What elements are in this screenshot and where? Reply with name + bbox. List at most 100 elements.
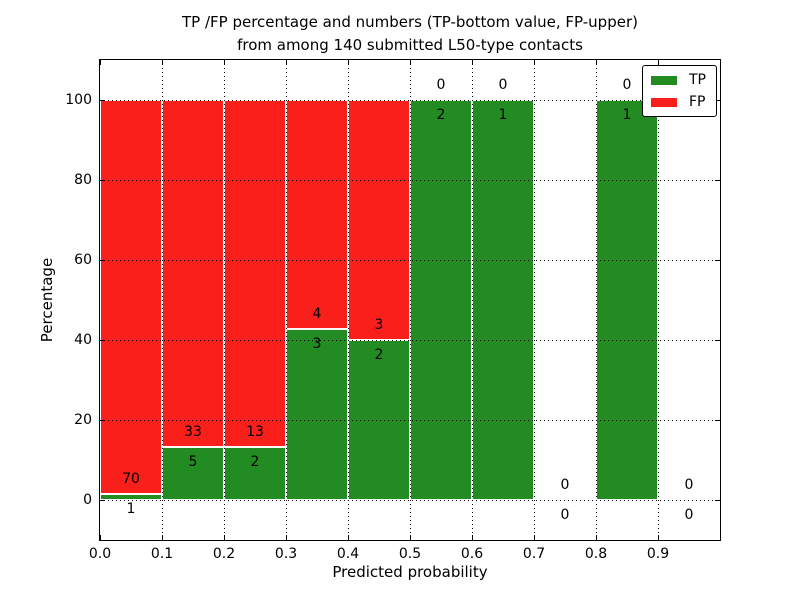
bar-tp-segment	[100, 494, 162, 500]
bar-tp-segment	[596, 100, 658, 500]
x-tick-mark-top	[534, 60, 535, 65]
tp-count-label: 5	[188, 454, 198, 471]
x-gridline	[410, 60, 411, 540]
y-tick-mark-right	[715, 500, 720, 501]
y-tick-mark	[100, 100, 105, 101]
fp-count-label: 0	[498, 77, 508, 93]
tp-count-label: 2	[436, 107, 446, 123]
plot-area: TP FP 70 1 33 5 13 2 4 3 3 2 0 2 0 1 0 0 0 1 0 0	[99, 59, 721, 541]
tp-count-label: 0	[560, 507, 570, 523]
x-tick-mark	[286, 535, 287, 540]
bar-fp-segment	[286, 100, 348, 329]
fp-swatch-icon	[651, 97, 677, 107]
y-tick-mark	[100, 260, 105, 261]
tp-count-label: 2	[250, 453, 260, 470]
x-tick-label: 0.4	[336, 546, 360, 562]
x-tick-mark-top	[596, 60, 597, 65]
y-tick-label: 40	[74, 332, 92, 348]
x-tick-mark	[348, 535, 349, 540]
tp-swatch-icon	[651, 75, 677, 85]
y-tick-label: 0	[83, 492, 92, 508]
x-tick-mark-top	[410, 60, 411, 65]
x-tick-mark	[224, 535, 225, 540]
x-axis-label: Predicted probability	[332, 563, 488, 581]
chart-title-line1: TP /FP percentage and numbers (TP-bottom…	[182, 13, 638, 31]
y-tick-mark-right	[715, 180, 720, 181]
tp-count-label: 0	[684, 507, 694, 523]
bar-fp-segment	[224, 100, 286, 447]
y-tick-label: 60	[74, 252, 92, 268]
x-tick-mark	[100, 535, 101, 540]
x-tick-mark-top	[162, 60, 163, 65]
y-tick-mark	[100, 340, 105, 341]
chart-title: TP /FP percentage and numbers (TP-bottom…	[100, 11, 720, 57]
x-tick-mark-top	[348, 60, 349, 65]
y-tick-label: 100	[65, 92, 92, 108]
bar-tp-segment	[286, 328, 348, 500]
x-tick-label: 0.5	[398, 546, 422, 562]
x-gridline	[224, 60, 225, 540]
y-tick-label: 80	[74, 172, 92, 188]
tp-count-label: 3	[312, 335, 322, 352]
chart-title-line2: from among 140 submitted L50-type contac…	[237, 36, 583, 54]
x-tick-mark	[162, 535, 163, 540]
bar-tp-segment	[162, 447, 224, 500]
fp-count-label: 70	[122, 471, 140, 488]
y-axis-label: Percentage	[38, 257, 56, 343]
y-tick-mark-right	[715, 420, 720, 421]
fp-count-label: 33	[184, 424, 202, 441]
y-tick-mark-right	[715, 260, 720, 261]
x-gridline	[534, 60, 535, 540]
x-tick-mark-top	[472, 60, 473, 65]
x-gridline	[596, 60, 597, 540]
x-gridline	[472, 60, 473, 540]
x-gridline	[348, 60, 349, 540]
bar-tp-segment	[410, 100, 472, 500]
y-tick-mark	[100, 500, 105, 501]
legend: TP FP	[642, 65, 717, 117]
y-tick-mark	[100, 420, 105, 421]
tp-count-label: 1	[498, 107, 508, 123]
fp-count-label: 0	[684, 477, 694, 493]
x-gridline	[658, 60, 659, 540]
fp-count-label: 13	[246, 423, 264, 440]
x-tick-label: 0.6	[460, 546, 484, 562]
legend-label: FP	[689, 94, 706, 110]
x-gridline	[286, 60, 287, 540]
fp-count-label: 4	[312, 305, 322, 322]
bar-tp-segment	[472, 100, 534, 500]
x-tick-mark	[596, 535, 597, 540]
y-tick-label: 20	[74, 412, 92, 428]
x-tick-mark	[410, 535, 411, 540]
legend-item-tp: TP	[651, 72, 706, 88]
fp-count-label: 0	[622, 77, 632, 93]
x-tick-mark	[472, 535, 473, 540]
fp-count-label: 0	[560, 477, 570, 493]
x-tick-mark-top	[286, 60, 287, 65]
y-tick-mark	[100, 180, 105, 181]
x-tick-mark-top	[100, 60, 101, 65]
x-tick-label: 0.7	[522, 546, 546, 562]
y-tick-mark-right	[715, 340, 720, 341]
legend-item-fp: FP	[651, 94, 706, 110]
bar-fp-segment	[348, 100, 410, 340]
x-tick-mark-top	[224, 60, 225, 65]
fp-count-label: 3	[374, 317, 384, 333]
x-tick-label: 0.1	[150, 546, 174, 562]
bar-fp-segment	[162, 100, 224, 448]
tp-count-label: 1	[622, 107, 632, 123]
x-tick-label: 0.9	[646, 546, 670, 562]
x-tick-mark-top	[658, 60, 659, 65]
fp-count-label: 0	[436, 77, 446, 93]
tp-count-label: 2	[374, 347, 384, 363]
x-tick-label: 0.3	[274, 546, 298, 562]
legend-label: TP	[689, 72, 706, 88]
x-tick-label: 0.2	[212, 546, 236, 562]
x-tick-mark	[534, 535, 535, 540]
x-tick-label: 0.0	[88, 546, 112, 562]
bar-fp-segment	[100, 100, 162, 495]
x-gridline	[162, 60, 163, 540]
x-tick-mark	[658, 535, 659, 540]
tp-count-label: 1	[126, 501, 136, 518]
